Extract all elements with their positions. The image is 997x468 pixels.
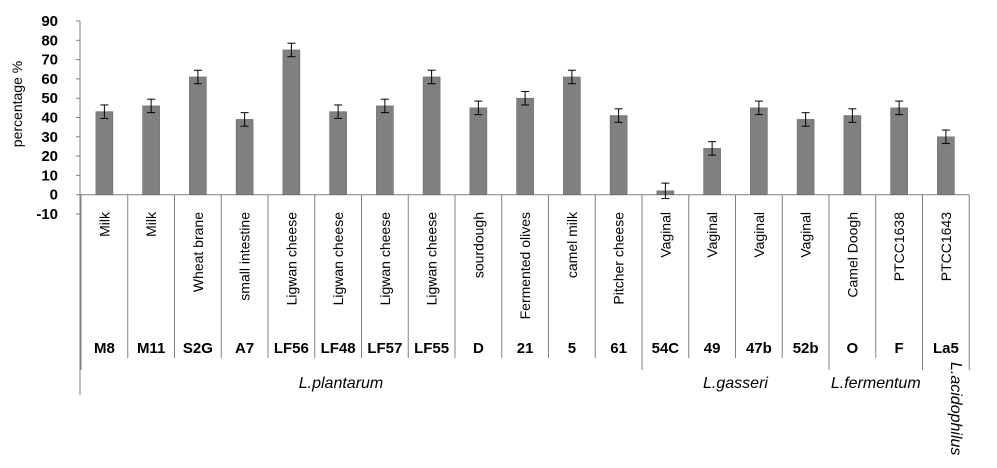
category-strain-label: 61 <box>610 340 627 357</box>
error-bar <box>567 69 576 85</box>
category-source-label: Vaginal <box>657 212 673 258</box>
bar <box>329 111 347 195</box>
bar <box>376 105 394 195</box>
category-source-label: small intestine <box>237 212 253 301</box>
category-source-label: Milk <box>96 211 112 237</box>
error-bar <box>147 98 156 114</box>
species-group-label: L.fermentum <box>831 375 921 392</box>
category-strain-label: 5 <box>568 340 576 357</box>
y-tick-label: 30 <box>41 129 58 146</box>
bar <box>142 105 160 195</box>
category-axis: Milk M8 Milk M11 Wheat brane S2G small intesti… <box>80 194 970 455</box>
category-strain-label: A7 <box>235 340 254 357</box>
bar <box>282 49 301 196</box>
y-tick-label: 70 <box>41 52 58 69</box>
bar <box>189 76 207 196</box>
category-source-label: PTCC1643 <box>938 212 954 281</box>
bar <box>750 107 768 195</box>
error-bar <box>240 112 249 127</box>
category-strain-label: La5 <box>933 340 959 357</box>
category-strain-label: F <box>895 340 904 357</box>
category-source-label: Vaginal <box>798 212 814 258</box>
category-source-label: Ligwan cheese <box>377 212 393 306</box>
error-bars <box>100 42 950 200</box>
error-bar <box>427 69 436 85</box>
error-bar <box>895 100 904 116</box>
category-source-label: Vaginal <box>751 212 767 258</box>
y-tick-label: -10 <box>36 206 58 223</box>
error-bar <box>848 108 857 123</box>
error-bar <box>661 182 670 200</box>
category-strain-label: D <box>473 340 484 357</box>
category-strain-label: M11 <box>137 340 165 357</box>
category-strain-label: 54C <box>652 340 680 357</box>
category-source-label: Wheat brane <box>190 212 206 292</box>
error-bar <box>287 42 296 58</box>
error-bar <box>334 104 343 119</box>
bar <box>95 111 114 195</box>
bar <box>609 115 628 195</box>
category-source-label: Ligwan cheese <box>283 212 299 306</box>
bar <box>937 136 955 196</box>
category-strain-label: O <box>847 340 859 357</box>
y-tick-label: 40 <box>41 110 58 127</box>
species-group-label: L.gasseri <box>703 375 768 392</box>
category-strain-label: LF55 <box>414 340 449 357</box>
category-source-label: Milk <box>143 211 159 237</box>
category-source-label: Camel Doogh <box>844 212 860 298</box>
y-tick-label: 10 <box>41 167 58 184</box>
category-strain-label: S2G <box>183 340 213 357</box>
bar <box>796 119 815 195</box>
error-bar <box>474 100 483 116</box>
species-group-label: L.plantarum <box>299 375 384 392</box>
error-bar <box>754 100 763 116</box>
category-strain-label: LF48 <box>321 340 356 357</box>
error-bar <box>801 112 810 127</box>
category-source-label: Ligwan cheese <box>424 212 440 306</box>
y-tick-label: 0 <box>50 187 58 204</box>
category-source-label: Vaginal <box>704 212 720 258</box>
category-source-label: PTCC1638 <box>891 212 907 281</box>
category-source-label: sourdough <box>470 212 486 278</box>
bar <box>235 119 254 195</box>
error-bar <box>380 98 389 114</box>
y-tick-label: 90 <box>41 13 58 30</box>
category-source-label: Fermented olives <box>517 212 533 319</box>
category-source-label: camel milk <box>564 211 580 278</box>
y-tick-label: 20 <box>41 148 58 165</box>
bars <box>95 49 955 196</box>
category-strain-label: LF56 <box>274 340 309 357</box>
bar <box>422 76 441 196</box>
bar <box>843 115 862 195</box>
category-strain-label: 49 <box>704 340 721 357</box>
y-tick-label: 80 <box>41 32 58 49</box>
bar <box>890 107 908 195</box>
category-strain-label: 21 <box>517 340 534 357</box>
y-tick-label: 50 <box>41 90 58 107</box>
error-bar <box>708 141 717 156</box>
bar <box>516 97 534 195</box>
bar <box>469 107 488 195</box>
y-axis-label: percentage % <box>9 61 25 147</box>
category-strain-label: LF57 <box>367 340 402 357</box>
error-bar <box>941 129 950 145</box>
error-bar <box>521 90 530 106</box>
species-group-label: L.acidophilus <box>947 362 964 455</box>
category-source-label: Pitcher cheese <box>611 212 627 305</box>
y-tick-label: 60 <box>41 71 58 88</box>
category-strain-label: M8 <box>94 340 115 357</box>
bar <box>563 76 581 196</box>
category-strain-label: 52b <box>793 340 819 357</box>
error-bar <box>614 108 623 123</box>
error-bar <box>100 104 109 119</box>
error-bar <box>193 69 202 85</box>
category-source-label: Ligwan cheese <box>330 212 346 306</box>
category-strain-label: 47b <box>746 340 772 357</box>
